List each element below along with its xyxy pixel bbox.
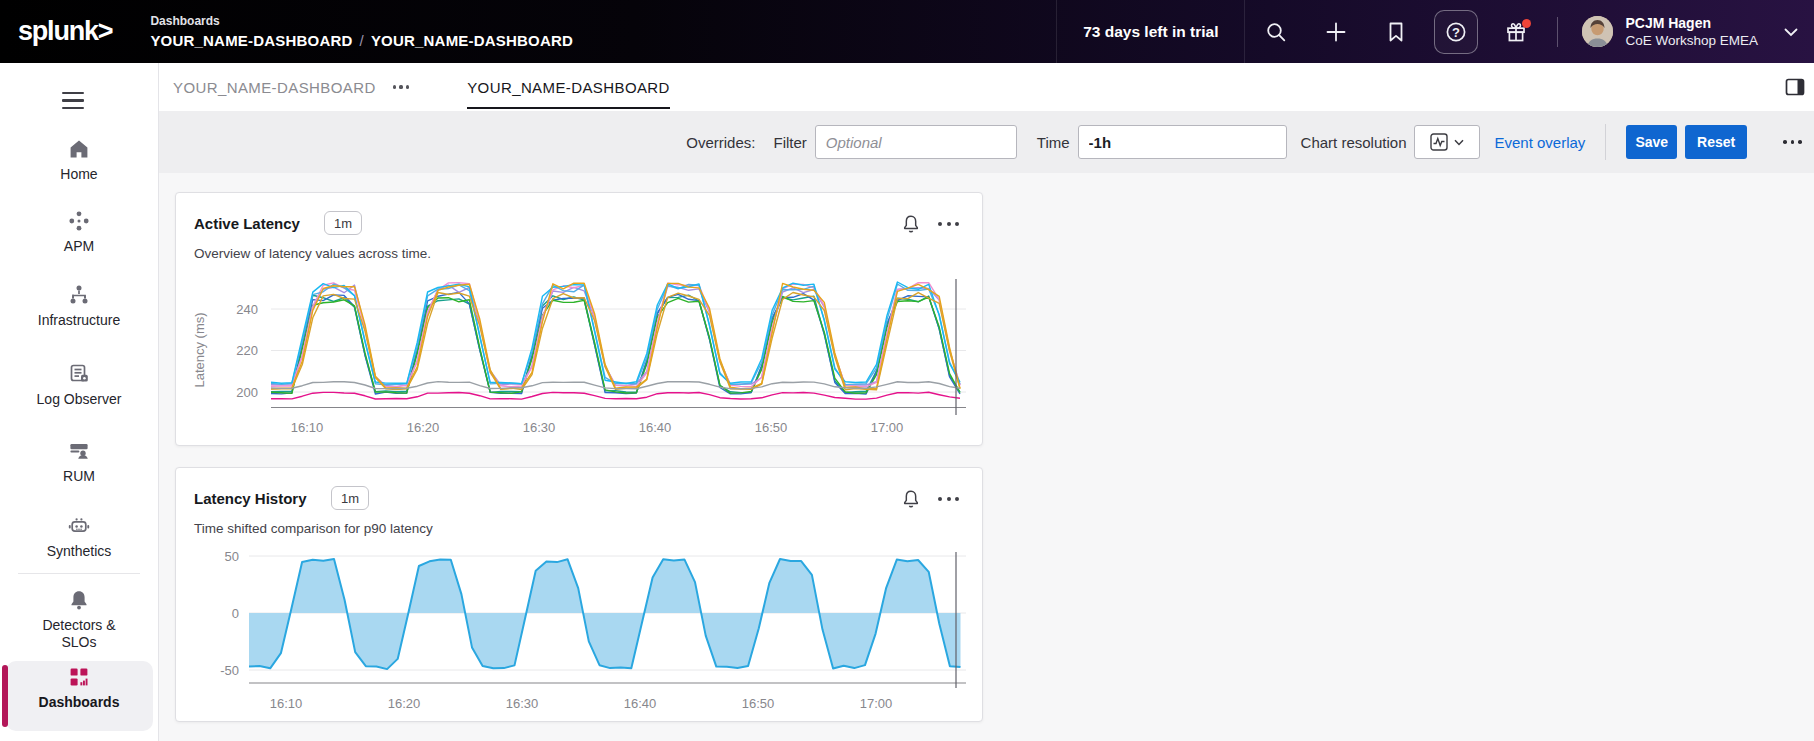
breadcrumb-current[interactable]: YOUR_NAME-DASHBOARD bbox=[371, 32, 573, 49]
chevron-down-icon bbox=[1454, 139, 1464, 146]
svg-text:17:00: 17:00 bbox=[871, 420, 904, 435]
tab-dashboard[interactable]: YOUR_NAME-DASHBOARD bbox=[467, 63, 670, 111]
event-overlay-link[interactable]: Event overlay bbox=[1494, 134, 1585, 151]
active-latency-chart[interactable]: 240 220 200 16:10 16:20 16:30 16:40 16:50 17:00 L… bbox=[176, 193, 984, 447]
main-content: YOUR_NAME-DASHBOARD YOUR_NAME-DASHBOARD … bbox=[159, 63, 1814, 741]
page: splunk> Dashboards YOUR_NAME-DASHBOARD/Y… bbox=[0, 0, 1814, 741]
apm-icon bbox=[67, 209, 91, 233]
filter-input[interactable] bbox=[815, 125, 1017, 159]
group-more-icon[interactable] bbox=[393, 85, 410, 88]
avatar[interactable] bbox=[1582, 16, 1613, 47]
svg-text:16:40: 16:40 bbox=[624, 696, 657, 711]
sidebar-item-rum[interactable]: RUM bbox=[0, 439, 158, 485]
search-icon[interactable] bbox=[1265, 21, 1287, 43]
user-org: CoE Workshop EMEA bbox=[1625, 33, 1758, 48]
card-latency-history: Latency History 1m Time shifted comparis… bbox=[175, 467, 983, 722]
sidebar-divider bbox=[18, 573, 140, 574]
svg-text:16:50: 16:50 bbox=[742, 696, 775, 711]
reset-button[interactable]: Reset bbox=[1685, 125, 1747, 159]
sidebar-item-home[interactable]: Home bbox=[0, 137, 158, 183]
toolbar-more-icon[interactable] bbox=[1783, 140, 1802, 144]
svg-text:16:10: 16:10 bbox=[291, 420, 324, 435]
infrastructure-icon bbox=[67, 283, 91, 307]
sidebar-item-label: Synthetics bbox=[0, 543, 158, 560]
sidebar: Home APM Infrastructure Log Observer RUM… bbox=[0, 63, 159, 741]
bell-icon bbox=[67, 588, 91, 612]
svg-text:16:50: 16:50 bbox=[755, 420, 788, 435]
rum-icon bbox=[67, 439, 91, 463]
svg-text:-50: -50 bbox=[220, 663, 239, 678]
user-name: PCJM Hagen bbox=[1625, 15, 1758, 31]
menu-icon[interactable] bbox=[61, 89, 85, 111]
breadcrumb-section[interactable]: Dashboards bbox=[150, 14, 573, 28]
side-panel-toggle-icon[interactable] bbox=[1784, 76, 1806, 98]
dashboard-group-label: YOUR_NAME-DASHBOARD bbox=[173, 79, 376, 96]
dashboard-toolbar: Overrides: Filter Time Chart resolution … bbox=[159, 111, 1814, 173]
sidebar-item-dashboards[interactable]: Dashboards bbox=[0, 665, 158, 711]
svg-text:16:10: 16:10 bbox=[270, 696, 303, 711]
user-info[interactable]: PCJM Hagen CoE Workshop EMEA bbox=[1625, 15, 1758, 48]
toolbar-divider bbox=[1605, 124, 1606, 160]
sidebar-item-label: Log Observer bbox=[0, 391, 158, 408]
svg-text:16:20: 16:20 bbox=[388, 696, 421, 711]
svg-text:200: 200 bbox=[236, 385, 258, 400]
svg-text:16:30: 16:30 bbox=[506, 696, 539, 711]
breadcrumb: Dashboards YOUR_NAME-DASHBOARD/YOUR_NAME… bbox=[150, 14, 573, 49]
svg-text:220: 220 bbox=[236, 343, 258, 358]
dashboard-group[interactable]: YOUR_NAME-DASHBOARD bbox=[173, 79, 409, 96]
add-icon[interactable] bbox=[1325, 21, 1347, 43]
sidebar-item-label: Infrastructure bbox=[0, 312, 158, 329]
sidebar-item-label: RUM bbox=[0, 468, 158, 485]
notification-dot bbox=[1522, 19, 1531, 28]
svg-text:16:30: 16:30 bbox=[523, 420, 556, 435]
svg-text:0: 0 bbox=[232, 606, 239, 621]
svg-text:16:20: 16:20 bbox=[407, 420, 440, 435]
chevron-down-icon[interactable] bbox=[1784, 23, 1798, 41]
time-label: Time bbox=[1037, 134, 1070, 151]
sidebar-item-detectors-slos[interactable]: Detectors & SLOs bbox=[0, 588, 158, 651]
sidebar-item-label: Dashboards bbox=[0, 694, 158, 711]
top-nav: splunk> Dashboards YOUR_NAME-DASHBOARD/Y… bbox=[0, 0, 1814, 63]
sidebar-item-log-observer[interactable]: Log Observer bbox=[0, 362, 158, 408]
dashboard-tab-bar: YOUR_NAME-DASHBOARD YOUR_NAME-DASHBOARD bbox=[159, 63, 1814, 111]
chart-resolution-label: Chart resolution bbox=[1301, 134, 1407, 151]
svg-text:16:40: 16:40 bbox=[639, 420, 672, 435]
breadcrumb-separator: / bbox=[353, 32, 371, 49]
home-icon bbox=[67, 137, 91, 161]
header-right: 73 days left in trial ? PCJM Hag bbox=[1056, 0, 1814, 63]
sidebar-item-label: Home bbox=[0, 166, 158, 183]
dashboards-icon bbox=[67, 665, 91, 689]
gift-icon[interactable] bbox=[1505, 21, 1527, 43]
svg-text:Latency (ms): Latency (ms) bbox=[192, 312, 207, 387]
latency-history-chart[interactable]: 50 0 -50 16:10 16:20 16:30 16:40 16:50 17:00 bbox=[176, 468, 984, 723]
sidebar-item-label: APM bbox=[0, 238, 158, 255]
breadcrumb-path: YOUR_NAME-DASHBOARD/YOUR_NAME-DASHBOARD bbox=[150, 32, 573, 49]
sidebar-item-infrastructure[interactable]: Infrastructure bbox=[0, 283, 158, 329]
sidebar-item-label: Detectors & bbox=[0, 617, 158, 634]
card-active-latency: Active Latency 1m Overview of latency va… bbox=[175, 192, 983, 446]
header-divider bbox=[1557, 17, 1558, 47]
synthetics-icon bbox=[67, 514, 91, 538]
help-icon[interactable]: ? bbox=[1434, 10, 1478, 54]
tab-dashboard-label: YOUR_NAME-DASHBOARD bbox=[467, 79, 670, 96]
sidebar-item-synthetics[interactable]: Synthetics bbox=[0, 514, 158, 560]
save-button[interactable]: Save bbox=[1626, 125, 1677, 159]
svg-text:17:00: 17:00 bbox=[860, 696, 893, 711]
overrides-label: Overrides: bbox=[686, 134, 755, 151]
splunk-logo[interactable]: splunk> bbox=[18, 16, 112, 47]
log-observer-icon bbox=[67, 362, 91, 386]
resolution-chart-icon bbox=[1430, 133, 1448, 151]
bookmark-icon[interactable] bbox=[1385, 21, 1407, 43]
filter-label: Filter bbox=[773, 134, 806, 151]
svg-text:?: ? bbox=[1452, 24, 1460, 39]
breadcrumb-parent[interactable]: YOUR_NAME-DASHBOARD bbox=[150, 32, 352, 49]
chart-resolution-select[interactable] bbox=[1414, 125, 1480, 159]
sidebar-item-label2: SLOs bbox=[0, 634, 158, 651]
sidebar-item-apm[interactable]: APM bbox=[0, 209, 158, 255]
trial-notice: 73 days left in trial bbox=[1056, 0, 1245, 63]
svg-text:240: 240 bbox=[236, 302, 258, 317]
svg-text:50: 50 bbox=[225, 549, 239, 564]
time-input[interactable] bbox=[1078, 125, 1287, 159]
